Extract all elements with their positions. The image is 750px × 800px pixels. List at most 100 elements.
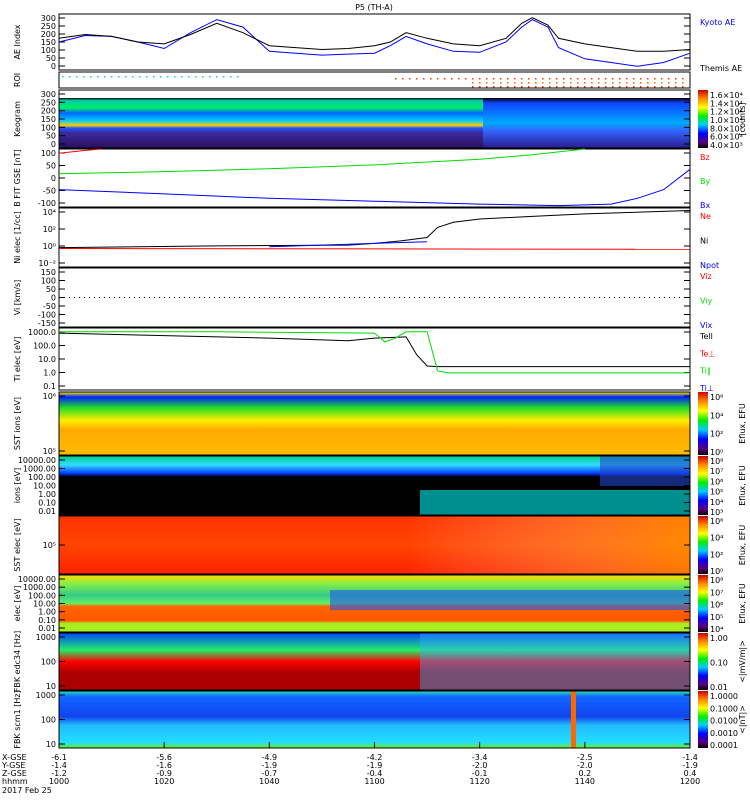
y-tick-label: 200 [41, 30, 56, 39]
roi-mark [216, 76, 218, 78]
roi-mark [675, 82, 677, 84]
colorbar-label: Eflux, EFU [738, 465, 747, 506]
series-bz [58, 148, 102, 154]
series-bx [58, 168, 691, 207]
panel-temperature: Ti elec [eV] 1000.0 100.0 10.0 1.0 0.1 [13, 327, 691, 391]
colorbar-tick-label: 10⁶ [710, 477, 723, 486]
roi-mark [146, 76, 148, 78]
roi-mark [668, 86, 670, 88]
y-tick-label: 1.0 [43, 369, 56, 378]
roi-mark [479, 78, 481, 80]
roi-mark [521, 86, 523, 88]
panel-frame [58, 13, 691, 71]
ephemeris-value: -1.9 [367, 761, 383, 770]
roi-mark [437, 78, 439, 80]
y-axis-label: SST ions [eV] [13, 397, 22, 450]
roi-mark [682, 82, 684, 84]
y-tick-label: 10 [46, 740, 56, 749]
roi-mark [507, 82, 509, 84]
roi-mark [500, 86, 502, 88]
roi-mark [675, 86, 677, 88]
colorbar-tick-label: 10² [710, 430, 723, 439]
roi-mark [472, 78, 474, 80]
y-tick-label: 1000 [36, 633, 56, 642]
colorbar-gradient [698, 575, 708, 632]
series-ni [58, 210, 691, 249]
roi-mark [640, 86, 642, 88]
roi-mark [514, 86, 516, 88]
colorbar-esa_elec: 10⁸ 10⁷ 10⁶ 10⁵ 10⁴ Eflux, EFU [698, 575, 747, 634]
sst-ion-spectrogram [59, 392, 690, 455]
y-tick-label: 0.01 [38, 507, 56, 516]
y-tick-label: 100 [41, 149, 56, 158]
y-axis-label: AE Index [13, 24, 22, 59]
roi-mark [682, 86, 684, 88]
colorbar-label: Eflux, EFU [738, 525, 747, 566]
colorbar-gradient [698, 90, 708, 148]
roi-mark [472, 86, 474, 88]
roi-mark [598, 82, 600, 84]
x-tick-label: 1120 [469, 777, 489, 786]
y-tick-label: 0.10 [38, 499, 56, 508]
roi-mark [577, 82, 579, 84]
ephemeris-value: -0.9 [156, 769, 172, 778]
roi-mark [591, 82, 593, 84]
y-tick-label: -100 [38, 199, 56, 208]
roi-mark [230, 76, 232, 78]
esa-ion-spectrogram [59, 456, 690, 515]
colorbar-tick-label: 0.0001 [710, 741, 738, 750]
roi-mark [535, 82, 537, 84]
colorbar-tick-label: 0.0100 [710, 717, 738, 726]
y-tick-label: 150 [41, 268, 56, 277]
roi-mark [486, 86, 488, 88]
colorbar-tick-label: 0.01 [710, 683, 728, 692]
roi-mark [181, 76, 183, 78]
colorbar-tick-label: 10² [710, 550, 723, 559]
roi-mark [654, 82, 656, 84]
colorbar-tick-label: 10⁰ [710, 448, 723, 457]
roi-mark [423, 78, 425, 80]
colorbar-tick-label: 4.0×10³ [710, 141, 743, 150]
y-tick-label: 300 [41, 90, 56, 99]
ephemeris-value: -5.6 [156, 753, 172, 762]
colorbar-tick-label: 10⁵ [710, 613, 723, 622]
ephemeris-value: 0.4 [684, 769, 697, 778]
legend-tell: Tell [699, 332, 713, 341]
series-ti- [59, 331, 690, 374]
y-axis-label: Ni elec [1/cc] [13, 211, 22, 264]
roi-mark [668, 78, 670, 80]
roi-mark [570, 78, 572, 80]
roi-mark [577, 78, 579, 80]
roi-mark [605, 82, 607, 84]
ephemeris-value: -1.9 [262, 761, 278, 770]
y-tick-label: 10⁵ [43, 541, 56, 550]
y-axis-label: Vi [km/s] [13, 280, 22, 316]
fbk-efield-spectrogram [59, 633, 690, 690]
roi-mark [500, 78, 502, 80]
roi-mark [444, 78, 446, 80]
roi-mark [563, 82, 565, 84]
roi-mark [556, 86, 558, 88]
y-tick-label: 0 [51, 174, 56, 183]
roi-mark [521, 82, 523, 84]
roi-mark [223, 76, 225, 78]
roi-mark [535, 86, 537, 88]
roi-mark [69, 76, 71, 78]
roi-mark [111, 76, 113, 78]
panel-frame [58, 207, 691, 268]
y-tick-label: 100.00 [28, 591, 56, 600]
ephemeris-value: -6.1 [51, 753, 67, 762]
legend-ni: Ni [700, 237, 708, 246]
y-tick-label: 1000.00 [23, 583, 56, 592]
colorbar-tick-label: 10⁶ [710, 393, 723, 402]
colorbar-tick-label: 10⁶ [710, 517, 723, 526]
roi-mark [416, 78, 418, 80]
roi-mark [90, 76, 92, 78]
panel-bfield: B FIT GSE [nT] 100 50 0 -50 -100 [13, 148, 691, 208]
roi-mark [549, 82, 551, 84]
roi-mark [486, 78, 488, 80]
series-tell [58, 332, 690, 368]
